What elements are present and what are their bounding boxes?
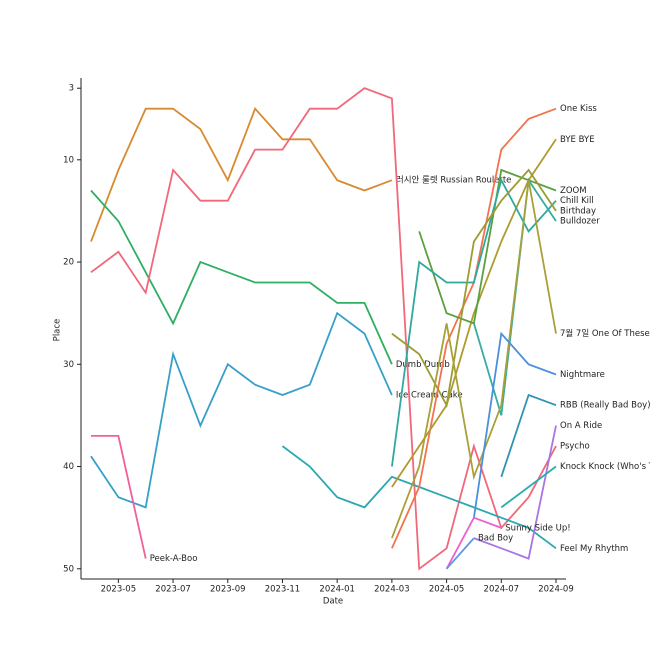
- series-line: [391, 180, 557, 539]
- series-label: Psycho: [560, 442, 590, 452]
- y-tick-label: 30: [63, 360, 74, 370]
- series-label: Feel My Rhythm: [560, 544, 628, 554]
- series-label: BYE BYE: [560, 135, 595, 145]
- series-line: [90, 311, 393, 509]
- series-line: [418, 168, 557, 325]
- x-tick-label: 2024-07: [484, 585, 520, 595]
- series-line: [445, 537, 475, 570]
- series-label: RBB (Really Bad Boy): [560, 401, 650, 411]
- series-line: [391, 168, 557, 408]
- series-label: On A Ride: [560, 421, 602, 431]
- y-axis-label: Place: [53, 319, 63, 342]
- series-label: Nightmare: [560, 370, 605, 380]
- y-tick-label: 10: [63, 155, 74, 165]
- x-tick-label: 2024-05: [429, 585, 465, 595]
- series-line: [90, 189, 393, 365]
- x-axis-label: Date: [323, 597, 343, 607]
- y-tick-label: 40: [63, 462, 74, 472]
- x-tick-label: 2023-11: [265, 585, 301, 595]
- series-label: Chill Kill: [560, 196, 594, 206]
- series-line: [90, 106, 393, 242]
- series-line: [445, 516, 502, 570]
- series-label: Peek-A-Boo: [150, 554, 198, 564]
- x-tick-label: 2024-09: [538, 585, 574, 595]
- x-tick-label: 2023-07: [155, 585, 191, 595]
- y-tick-label: 50: [63, 564, 74, 574]
- y-tick-label: 3: [69, 84, 74, 94]
- series-line: [90, 87, 557, 571]
- series-line: [91, 435, 147, 559]
- series-label: One Kiss: [560, 104, 597, 114]
- series-label: Birthday: [560, 206, 596, 216]
- x-tick-label: 2023-05: [101, 585, 137, 595]
- x-tick-label: 2024-03: [374, 585, 410, 595]
- series-line: [500, 393, 557, 478]
- series-label: 7월 7일 One Of These Nights: [560, 328, 650, 339]
- series-line: [500, 465, 557, 509]
- series-line: [391, 177, 557, 467]
- series-label: Dumb Dumb: [396, 360, 450, 370]
- x-tick-label: 2023-09: [210, 585, 246, 595]
- y-tick-label: 20: [63, 258, 74, 268]
- series-label: Bad Boy: [478, 534, 513, 544]
- series-label: Ice Cream Cake: [396, 390, 463, 400]
- series-label: Bulldozer: [560, 217, 600, 227]
- series-line: [473, 331, 557, 518]
- series-label: Knock Knock (Who's There?): [560, 462, 650, 472]
- series-label: 러시안 룰렛 Russian Roulette: [396, 175, 512, 186]
- x-tick-label: 2024-01: [319, 585, 355, 595]
- series-line: [473, 425, 557, 560]
- series-label: Sunny Side Up!: [505, 523, 570, 533]
- series-label: ZOOM: [560, 186, 587, 196]
